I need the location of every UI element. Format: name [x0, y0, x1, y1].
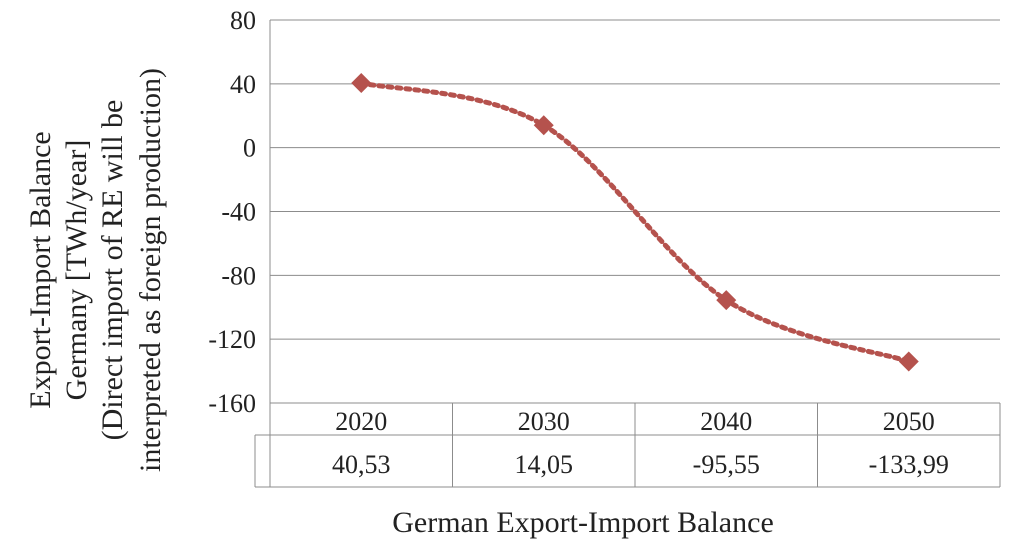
y-tick-label: -80: [221, 261, 256, 290]
data-table-value: 40,53: [332, 450, 391, 479]
y-axis-label-line: interpreted as foreign production): [134, 68, 167, 472]
y-tick-labels: 80 40 0 -40 -80 -120 -160: [208, 6, 256, 418]
x-category-label: 2020: [335, 407, 387, 436]
data-point-marker: [898, 351, 919, 372]
data-point-marker: [533, 115, 554, 136]
series: [351, 72, 919, 372]
x-category-label: 2050: [883, 407, 935, 436]
data-table-value: 14,05: [515, 450, 574, 479]
y-axis-label-line: Export-Import Balance: [24, 131, 57, 408]
data-table: 2020 2030 2040 2050 40,53 14,05 -95,55 -133,99: [254, 403, 1001, 488]
y-tick-label: 40: [230, 70, 256, 99]
y-tick-label: -40: [221, 198, 256, 227]
y-tick-label: -160: [208, 389, 256, 418]
data-table-value: -133,99: [869, 450, 949, 479]
data-table-value: -95,55: [693, 450, 760, 479]
y-axis-label-line: Germany [TWh/year]: [60, 140, 93, 401]
series-line: [358, 80, 912, 364]
gridlines: [269, 19, 1000, 404]
x-axis-label: German Export-Import Balance: [392, 506, 774, 539]
y-axis-label: Export-Import Balance Germany [TWh/year](…: [24, 68, 167, 472]
x-category-label: 2040: [700, 407, 752, 436]
y-axis-label-line: (Direct import of RE will be: [96, 100, 129, 441]
y-tick-label: 80: [230, 6, 256, 35]
y-tick-label: 0: [243, 134, 256, 163]
y-tick-label: -120: [208, 325, 256, 354]
data-point-marker: [716, 290, 737, 311]
x-category-label: 2030: [518, 407, 570, 436]
data-point-marker: [351, 72, 372, 93]
